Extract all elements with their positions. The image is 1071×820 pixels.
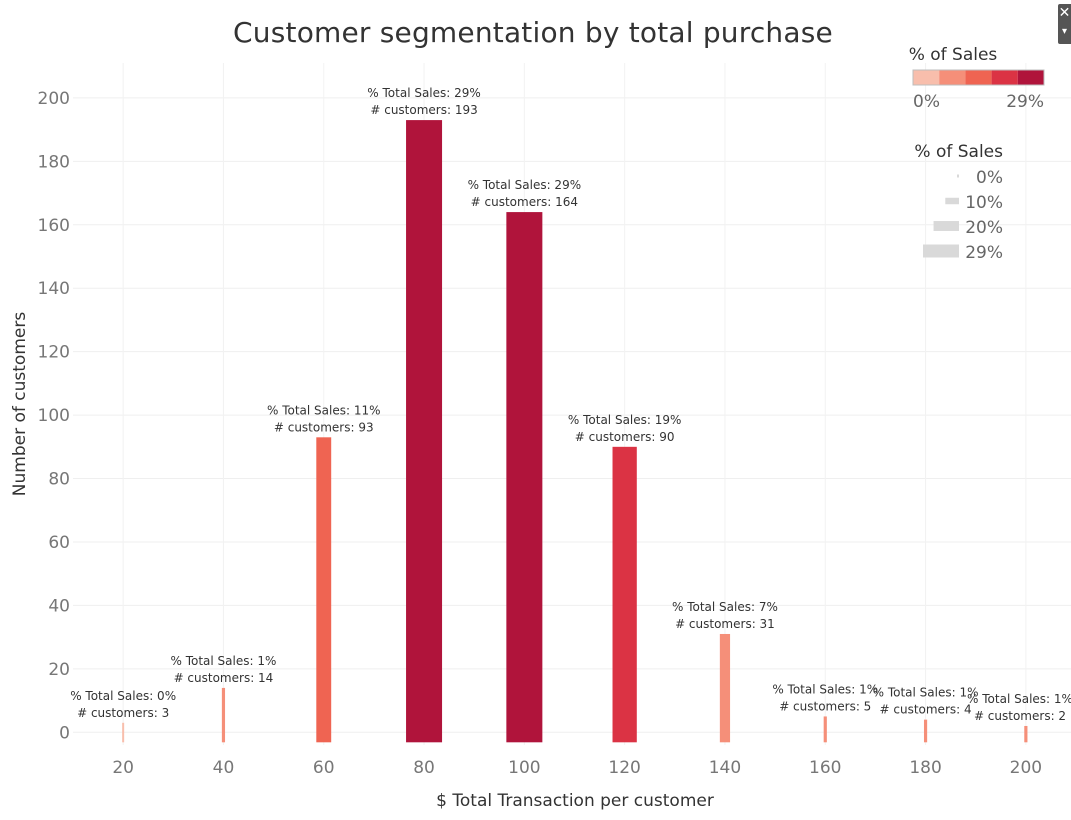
size-legend-label: 0% <box>976 168 1003 188</box>
color-legend-swatch <box>965 70 992 85</box>
y-tick-label: 0 <box>59 723 70 743</box>
x-tick-label: 200 <box>1010 758 1042 778</box>
color-legend-swatch <box>913 70 940 85</box>
bar[interactable] <box>406 120 443 743</box>
data-label-sales: % Total Sales: 0% <box>70 689 176 703</box>
size-legend: % of Sales 0% 10% 20% 29% <box>914 142 1003 263</box>
y-axis-title: Number of customers <box>10 312 30 497</box>
size-legend-label: 20% <box>965 218 1003 238</box>
data-label-customers: # customers: 3 <box>77 706 169 720</box>
color-legend: % of Sales 0% 29% <box>909 45 1045 112</box>
y-tick-label: 60 <box>48 533 70 553</box>
size-legend-label: 10% <box>965 193 1003 213</box>
color-legend-swatch <box>991 70 1018 85</box>
y-tick-label: 180 <box>38 152 70 172</box>
data-label-customers: # customers: 5 <box>779 699 871 713</box>
size-legend-mark <box>945 197 959 205</box>
color-legend-swatches <box>912 69 1045 86</box>
x-tick-label: 80 <box>413 758 435 778</box>
x-tick-label: 140 <box>709 758 741 778</box>
size-legend-mark <box>923 244 959 258</box>
y-tick-label: 140 <box>38 279 70 299</box>
data-label-customers: # customers: 2 <box>974 709 1066 723</box>
data-label-sales: % Total Sales: 19% <box>568 413 682 427</box>
y-tick-label: 20 <box>48 660 70 680</box>
bar[interactable] <box>719 633 731 743</box>
x-axis-title: $ Total Transaction per customer <box>436 791 714 811</box>
data-label-sales: % Total Sales: 29% <box>468 178 582 192</box>
close-icon[interactable]: ✕ <box>1058 5 1071 21</box>
x-tick-label: 120 <box>608 758 640 778</box>
x-axis-ticks: 20 40 60 80 100 120 140 160 180 200 <box>112 758 1042 778</box>
color-legend-swatch <box>1017 70 1044 85</box>
bar[interactable] <box>923 719 928 743</box>
x-tick-label: 20 <box>112 758 134 778</box>
color-legend-swatch <box>939 70 966 85</box>
bar[interactable] <box>823 716 827 743</box>
x-tick-label: 100 <box>508 758 540 778</box>
bar[interactable] <box>506 212 543 743</box>
data-label-customers: # customers: 4 <box>880 703 972 717</box>
chevron-down-icon[interactable]: ▾ <box>1061 26 1068 37</box>
data-label-customers: # customers: 164 <box>471 195 578 209</box>
bar[interactable] <box>122 722 125 743</box>
bar[interactable] <box>221 687 226 743</box>
y-axis-ticks: 0 20 40 60 80 100 120 140 160 180 200 <box>38 89 70 743</box>
bars <box>122 120 1028 743</box>
y-tick-label: 100 <box>38 406 70 426</box>
color-legend-title: % of Sales <box>909 45 998 65</box>
y-tick-label: 160 <box>38 216 70 236</box>
color-legend-min: 0% <box>913 92 940 112</box>
data-label-customers: # customers: 193 <box>370 103 477 117</box>
color-legend-border <box>912 69 1045 86</box>
x-tick-label: 60 <box>313 758 335 778</box>
data-label-customers: # customers: 31 <box>675 617 775 631</box>
bar[interactable] <box>316 437 332 743</box>
data-label-sales: % Total Sales: 7% <box>672 600 778 614</box>
data-label-sales: % Total Sales: 1% <box>873 686 979 700</box>
chart-title: Customer segmentation by total purchase <box>233 16 833 49</box>
color-legend-max: 29% <box>1006 92 1044 112</box>
size-legend-mark <box>933 221 959 231</box>
x-tick-label: 180 <box>909 758 941 778</box>
data-label-sales: % Total Sales: 29% <box>367 86 481 100</box>
data-label-sales: % Total Sales: 1% <box>967 692 1071 706</box>
data-label-sales: % Total Sales: 1% <box>171 654 277 668</box>
bar[interactable] <box>1024 725 1028 743</box>
viz-toolbar[interactable]: ✕ ▾ <box>1058 4 1071 44</box>
y-tick-label: 200 <box>38 89 70 109</box>
size-legend-mark <box>957 174 959 178</box>
gridlines <box>73 63 1071 745</box>
data-label-sales: % Total Sales: 1% <box>772 682 878 696</box>
data-label-customers: # customers: 90 <box>575 430 675 444</box>
x-tick-label: 40 <box>213 758 235 778</box>
bar[interactable] <box>612 446 637 743</box>
data-label-sales: % Total Sales: 11% <box>267 403 381 417</box>
data-label-customers: # customers: 93 <box>274 420 374 434</box>
y-tick-label: 40 <box>48 596 70 616</box>
size-legend-title: % of Sales <box>914 142 1003 162</box>
x-tick-label: 160 <box>809 758 841 778</box>
y-tick-label: 80 <box>48 470 70 490</box>
size-legend-items: 0% 10% 20% 29% <box>923 168 1003 263</box>
size-legend-label: 29% <box>965 243 1003 263</box>
data-labels: % Total Sales: 0% # customers: 3 % Total S… <box>70 86 1071 723</box>
y-tick-label: 120 <box>38 343 70 363</box>
data-label-customers: # customers: 14 <box>174 671 274 685</box>
